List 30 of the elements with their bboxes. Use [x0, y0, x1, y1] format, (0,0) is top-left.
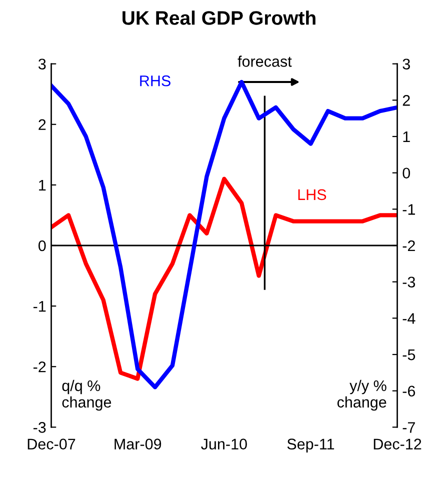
y2-tick-label: 0: [402, 168, 410, 179]
text: RHS: [140, 75, 170, 86]
y-tick-label: -3: [33, 422, 46, 433]
y2-axis-title: y/y % change: [337, 380, 386, 411]
y-tick-label: 1: [39, 180, 46, 190]
y2-tick-label: -7: [402, 422, 415, 433]
y2-tick-label: 2: [402, 95, 410, 106]
y2-tick-label: 1: [403, 132, 410, 142]
y-tick-label: -2: [33, 361, 46, 372]
x-tick-label: Dec-07: [28, 438, 76, 450]
y-axis-title: q/q % change: [62, 380, 112, 411]
series-label: LHS: [298, 189, 326, 200]
line-series: [51, 176, 398, 381]
y2-tick-label: -2: [402, 240, 415, 252]
x-tick-label: Jun-10: [201, 438, 247, 450]
y2-tick-label: 3: [402, 58, 410, 70]
y2-tick-label: -3: [402, 276, 416, 288]
y2-tick-label: -5: [402, 350, 416, 360]
y2-tick-label: -1: [402, 204, 415, 215]
x-tick-label: Sep-11: [287, 438, 334, 453]
x-tick-label: Mar-09: [114, 438, 162, 450]
y-tick-label: 0: [38, 240, 46, 252]
x-tick-label: Dec-12: [374, 438, 422, 450]
y-tick-label: 2: [38, 119, 46, 130]
y2-tick-label: -6: [402, 386, 416, 397]
y-tick-label: -1: [33, 301, 46, 312]
y2-tick-label: -4: [402, 313, 416, 324]
ref-line-label: forecast: [238, 56, 292, 67]
y-tick-label: 3: [38, 58, 46, 70]
chart-title: UK Real GDP Growth: [122, 10, 316, 25]
